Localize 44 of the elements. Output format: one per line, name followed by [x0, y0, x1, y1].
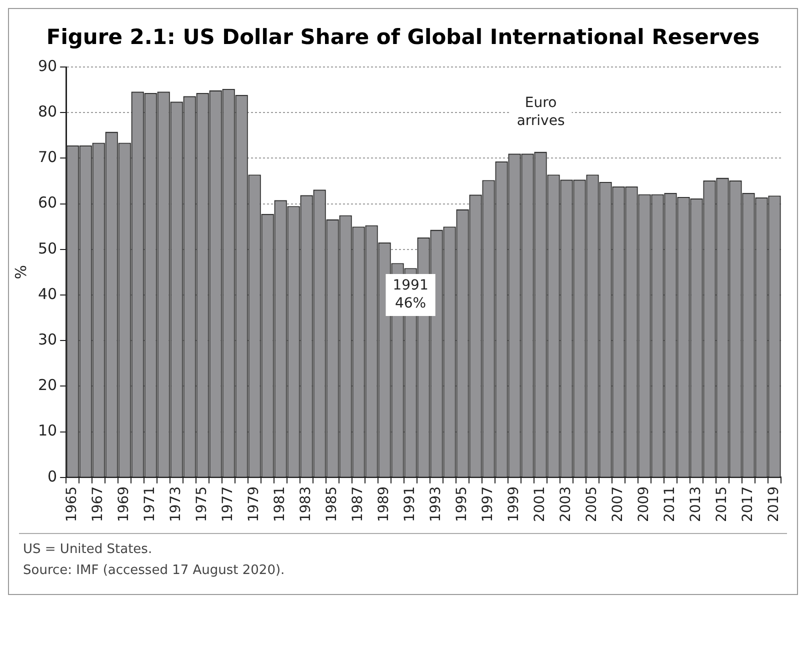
x-tick-label: 1995: [454, 486, 470, 522]
x-tick-label: 1991: [402, 486, 418, 522]
y-tick-label: 80: [38, 102, 58, 120]
y-tick-label: 60: [38, 194, 58, 212]
y-tick-label: 50: [38, 239, 58, 258]
x-tick-label: 2009: [636, 486, 652, 522]
x-tick-label: 1989: [376, 486, 392, 522]
x-tick-label: 1967: [90, 486, 106, 522]
x-tick-label: 1993: [428, 486, 444, 522]
y-tick-label: 70: [38, 148, 58, 166]
text: US = United States.: [23, 541, 154, 559]
x-tick-label: 2019: [766, 486, 782, 522]
x-tick-label: 1975: [194, 486, 210, 522]
y-tick-label: 40: [38, 284, 58, 303]
x-tick-label: 1969: [116, 486, 132, 522]
x-tick-label: 1981: [272, 486, 288, 522]
source-note: Source: IMF (accessed 17 August 2020).: [23, 562, 286, 580]
x-tick-label: 1987: [350, 486, 366, 522]
x-tick-label: 1977: [220, 486, 236, 522]
chart-title: Figure 2.1: US Dollar Share of Global International Reserves: [9, 9, 797, 55]
annotation: 1991 46%: [392, 278, 428, 312]
x-tick-label: 2003: [558, 486, 574, 522]
y-tick-label: 90: [38, 56, 58, 75]
x-tick-label: 1983: [298, 486, 314, 522]
x-tick-label: 1973: [168, 486, 184, 522]
x-tick-label: 2007: [610, 486, 626, 522]
y-tick-label: 30: [38, 330, 58, 348]
y-tick-label: 10: [38, 422, 58, 440]
x-tick-label: 2001: [532, 486, 548, 522]
x-tick-label: 1999: [506, 486, 522, 522]
x-tick-label: 1985: [324, 486, 340, 522]
y-axis-title: %: [12, 265, 30, 280]
x-tick-label: 1997: [480, 486, 496, 522]
x-tick-label: 1965: [64, 486, 80, 522]
x-tick-label: 1971: [142, 486, 158, 522]
x-tick-label: 2017: [740, 486, 756, 522]
x-tick-label: 2005: [584, 486, 600, 522]
x-tick-label: 2011: [662, 486, 678, 522]
y-tick-label: 20: [38, 376, 58, 394]
annotation: Euro arrives: [516, 94, 565, 129]
y-tick-label: 0: [48, 467, 58, 486]
x-tick-label: 1979: [246, 486, 262, 522]
x-tick-label: 2015: [714, 486, 730, 522]
x-tick-label: 2013: [688, 486, 704, 522]
